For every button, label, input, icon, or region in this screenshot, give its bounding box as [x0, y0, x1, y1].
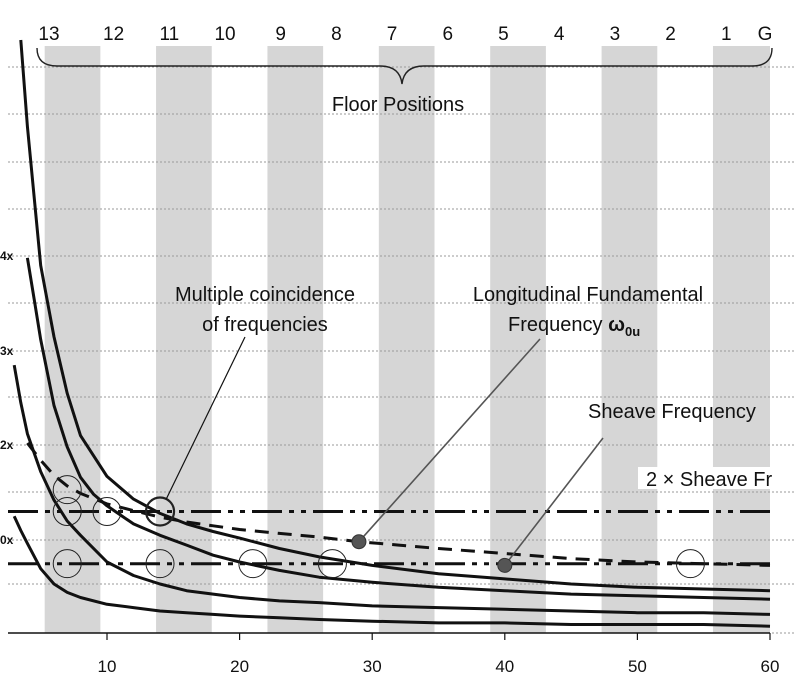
floor-label-11: 11 [159, 24, 179, 45]
x-tick-label-20: 20 [230, 657, 249, 676]
floor-band-4 [490, 46, 546, 633]
leader-multiple-coincidence [165, 336, 246, 500]
omega-symbol: ω [608, 314, 625, 336]
floor-label-12: 12 [103, 24, 124, 45]
floor-label-10: 10 [214, 24, 235, 45]
annotation-multiple-coincidence-line2: of frequencies [202, 314, 328, 336]
floor-band-5 [601, 46, 658, 633]
brace-path [36, 47, 773, 85]
floor-positions-label: Floor Positions [332, 94, 464, 116]
series-line-2-solid [25, 257, 771, 601]
annotation-2x-sheave: 2 × Sheave Fr [646, 469, 773, 491]
leader-sheave-frequency [504, 437, 604, 566]
floor-label-2: 2 [665, 24, 676, 45]
x-tick-label-30: 30 [363, 657, 382, 676]
x-tick-label-40: 40 [495, 657, 514, 676]
coincidence-circles [52, 475, 705, 579]
series-line-3-solid [19, 39, 771, 593]
floor-label-6: 6 [442, 24, 453, 45]
y-tick-label-4x: 4x [0, 249, 14, 263]
coincidence-circle-0 [52, 475, 82, 505]
series-line-1-solid [12, 364, 771, 616]
y-tick-label-3x: 3x [0, 344, 14, 358]
leader-longitudinal [358, 338, 541, 543]
omega-subscript: 0u [625, 324, 640, 339]
coincidence-circle-8 [675, 549, 705, 579]
annotation-sheave-frequency: Sheave Frequency [588, 401, 756, 423]
x-tick-label-10: 10 [98, 657, 117, 676]
coincidence-circle-5 [145, 549, 175, 579]
floor-labels: 13 12 11 10 9 8 7 6 5 4 3 2 1 G [38, 24, 772, 45]
coincidence-circle-7 [317, 549, 347, 579]
floor-label-9: 9 [275, 24, 286, 45]
floor-label-5: 5 [498, 24, 509, 45]
x-tick-label-60: 60 [761, 657, 780, 676]
floor-label-4: 4 [554, 24, 565, 45]
series-line-0-solid [12, 515, 771, 628]
data-marker-0 [351, 534, 367, 550]
x-ticks: 10 20 30 40 50 60 [98, 633, 780, 676]
floor-band-2 [267, 46, 324, 633]
coincidence-circle-1 [52, 497, 82, 526]
coincidence-circle-3 [144, 496, 176, 527]
annotation-multiple-coincidence-line1: Multiple coincidence [175, 284, 355, 306]
annotation-leaders [165, 336, 604, 566]
floor-band-1 [156, 46, 212, 633]
annotation-2x-sheave-bg [638, 467, 800, 489]
floor-bands [44, 46, 770, 633]
floor-positions-brace [36, 47, 773, 85]
annotation-longitudinal-line1: Longitudinal Fundamental [473, 284, 703, 306]
coincidence-circle-4 [52, 549, 82, 579]
series-line-4-dashed [26, 442, 771, 567]
x-tick-label-50: 50 [628, 657, 647, 676]
floor-label-8: 8 [331, 24, 342, 45]
series-lines [8, 39, 771, 628]
floor-band-3 [378, 46, 435, 633]
data-markers [351, 534, 513, 573]
floor-label-G: G [758, 24, 773, 45]
data-marker-1 [497, 557, 513, 573]
annotation-longitudinal-line2: Frequency ω0u [508, 314, 640, 339]
y-tick-label-2x: 2x [0, 438, 14, 452]
coincidence-circle-6 [238, 549, 268, 579]
floor-label-13: 13 [38, 24, 59, 45]
coincidence-circle-2 [92, 497, 122, 526]
floor-band-6 [712, 46, 770, 633]
floor-label-7: 7 [387, 24, 398, 45]
floor-label-1: 1 [721, 24, 732, 45]
y-ticks: 0x 2x 3x 4x [0, 249, 14, 547]
floor-label-3: 3 [610, 24, 621, 45]
y-tick-label-0x: 0x [0, 533, 14, 547]
annotations: Multiple coincidence of frequencies Longit… [175, 284, 800, 491]
